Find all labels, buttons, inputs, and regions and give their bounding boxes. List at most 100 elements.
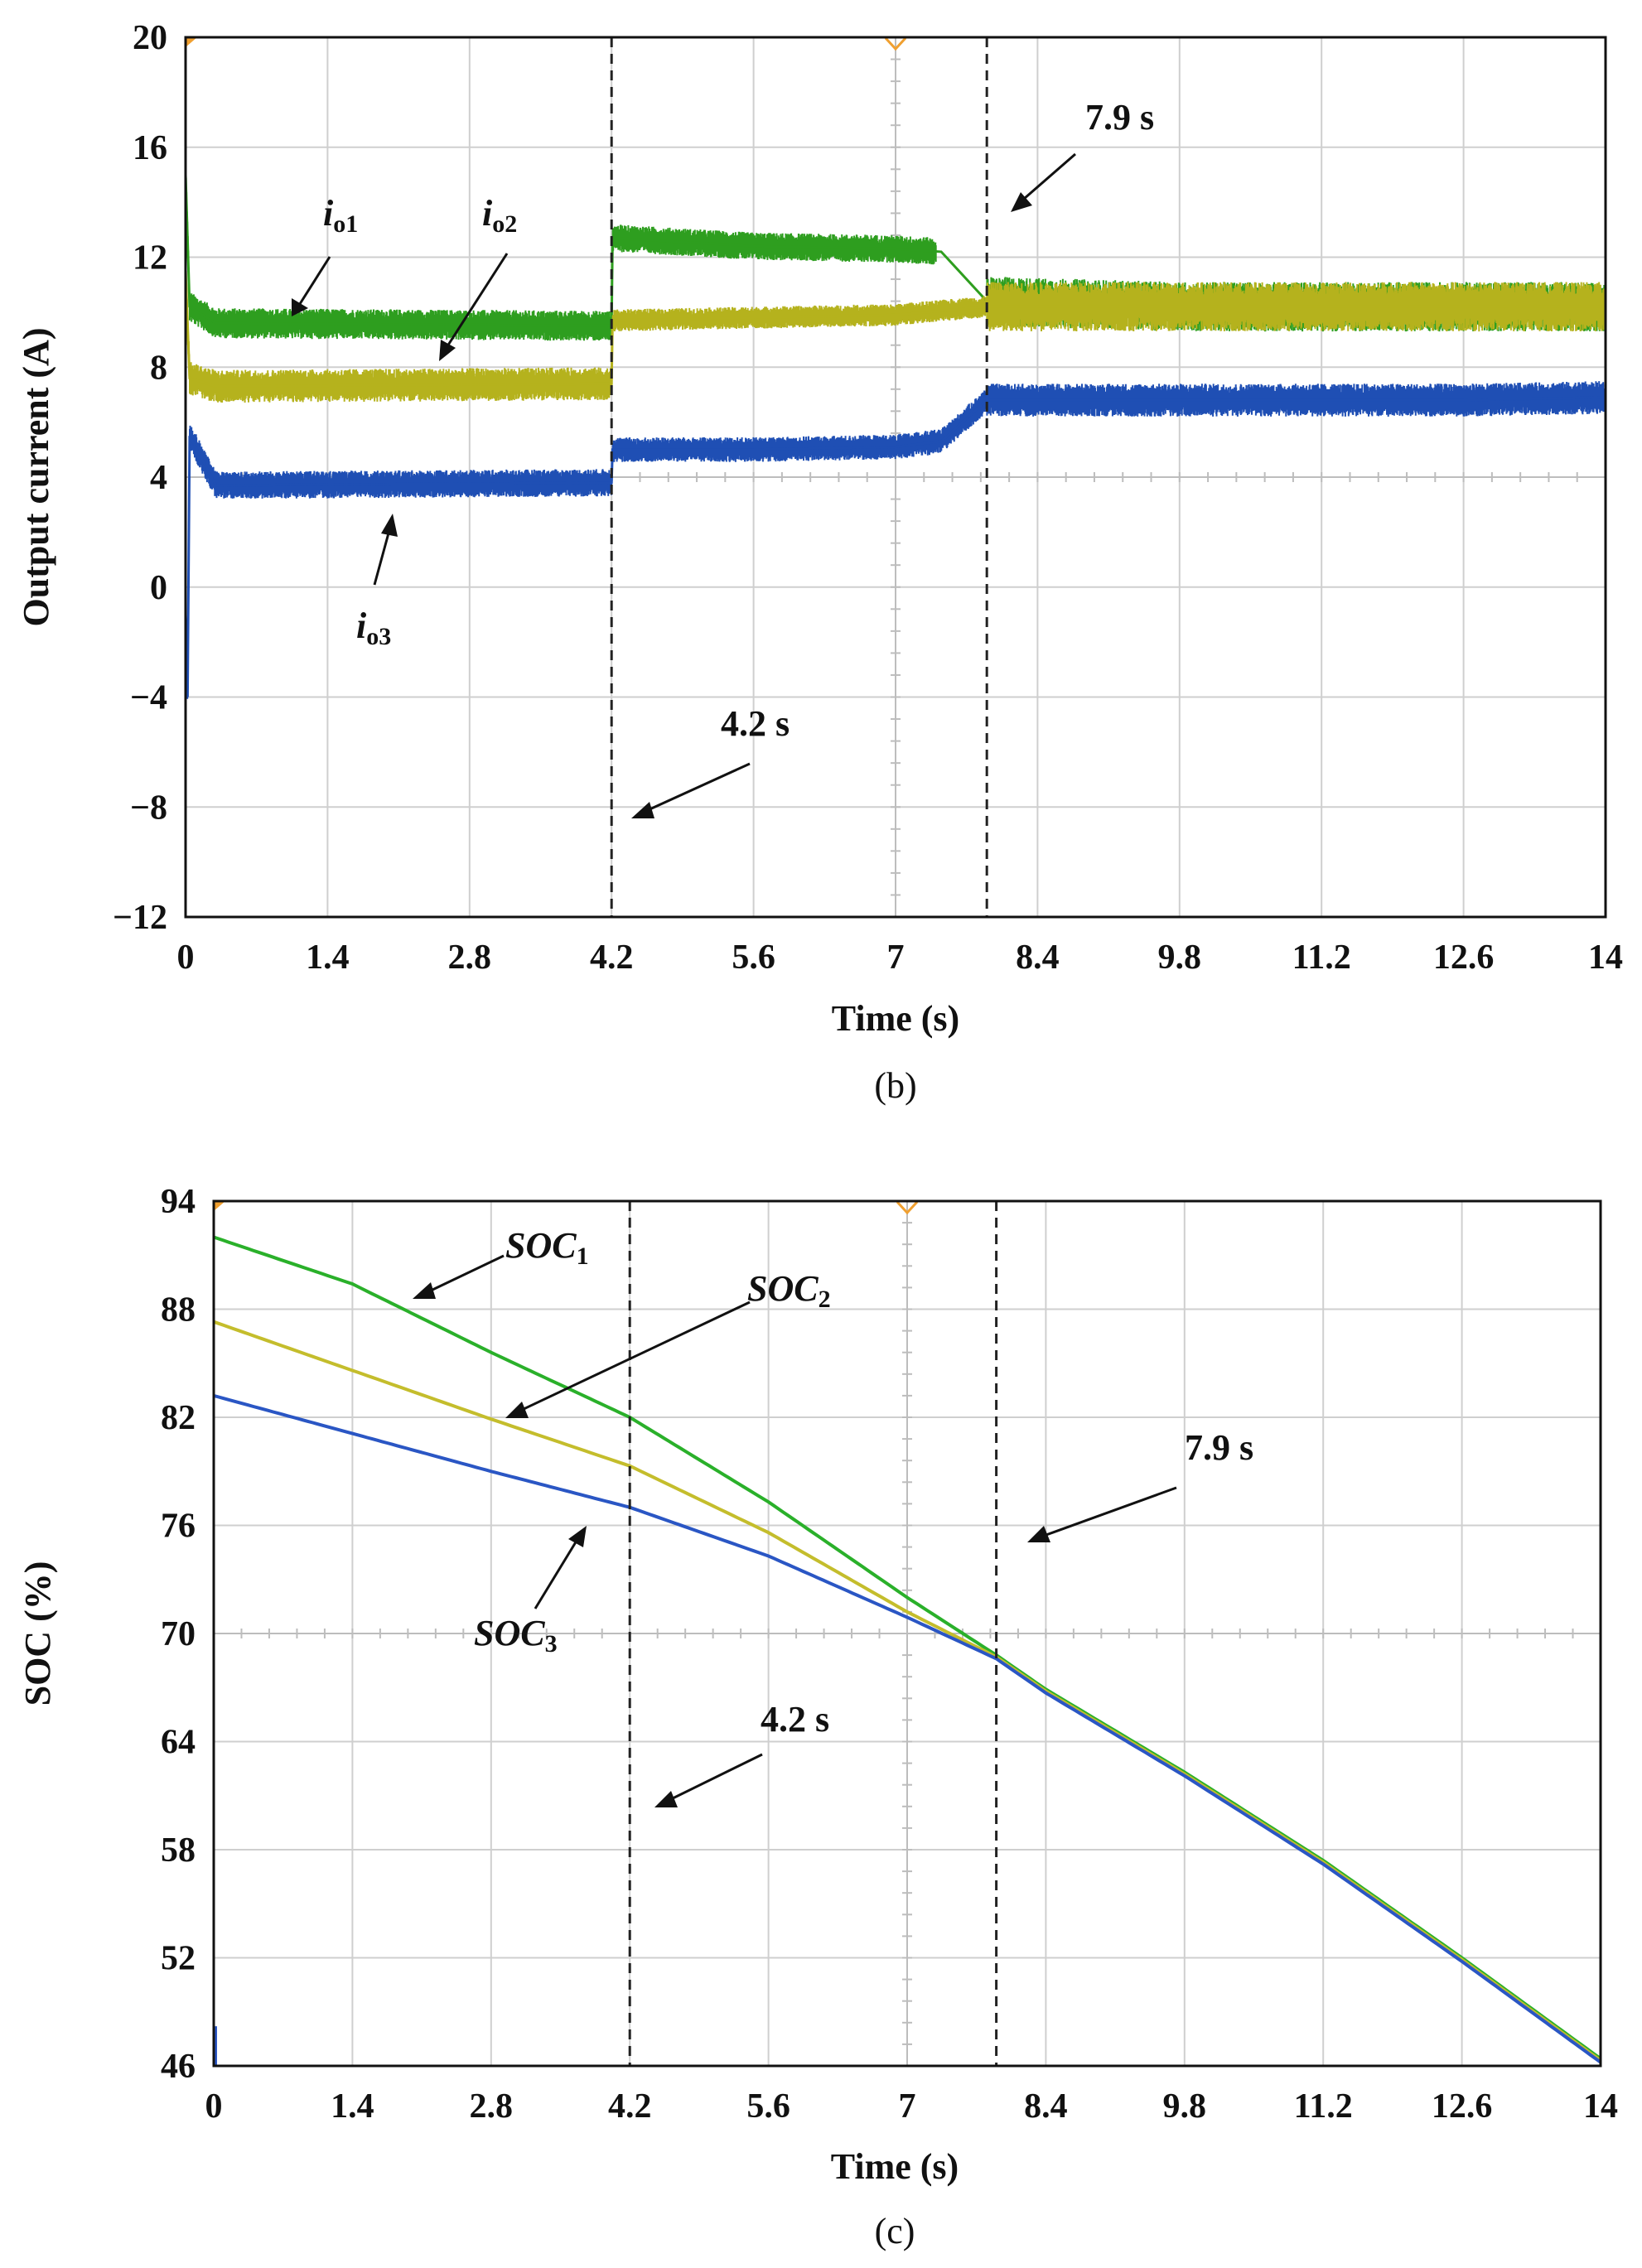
plot-frame xyxy=(212,1199,1602,2068)
annotation-7.9s: 7.9 s xyxy=(1011,97,1154,212)
label-4.2s: 4.2 s xyxy=(761,1699,829,1740)
arrowhead-4.2s xyxy=(654,1791,678,1807)
y-tick-label: 16 xyxy=(133,129,167,167)
io1-arrow xyxy=(297,256,331,307)
y-tick-label: 20 xyxy=(133,19,167,57)
grid xyxy=(213,1200,1601,2067)
io2-arrowhead xyxy=(439,340,456,361)
label-7.9s: 7.9 s xyxy=(1185,1427,1253,1468)
y-tick-label: 82 xyxy=(161,1399,196,1437)
arrowhead-7.9s xyxy=(1011,192,1032,212)
y-tick-label: 8 xyxy=(150,349,167,387)
y-tick-label: 76 xyxy=(161,1508,196,1546)
x-tick-label: 5.6 xyxy=(732,939,775,977)
io1-label: io1 xyxy=(323,193,358,238)
event-lines xyxy=(610,37,988,917)
x-tick-label: 9.8 xyxy=(1163,2087,1207,2126)
annotation-soc3: SOC3 xyxy=(474,1526,587,1658)
x-tick-label: 9.8 xyxy=(1158,939,1202,977)
series-group xyxy=(213,1235,1602,2066)
soc3-arrow xyxy=(534,1540,578,1609)
series-mean-io3 xyxy=(184,396,1606,697)
io2-arrow xyxy=(446,253,509,347)
soc-chart: 94 88 82 76 70 64 58 52 46 0 1.4 2.8 4.2 5.6 7 8.4 9.8 1… xyxy=(0,1151,1642,2268)
arrow-7.9s xyxy=(1023,152,1076,200)
y-tick-label: 58 xyxy=(161,1831,196,1870)
label-7.9s: 7.9 s xyxy=(1085,97,1154,138)
series-line-SOC3 xyxy=(213,1393,1602,2064)
y-tick-labels: 94 88 82 76 70 64 58 52 46 xyxy=(161,1183,196,2086)
arrowhead-4.2s xyxy=(631,802,654,818)
x-tick-label: 7 xyxy=(899,2087,916,2126)
annotation-io3: io3 xyxy=(356,514,398,650)
soc3-label: SOC3 xyxy=(474,1613,558,1658)
x-tick-label: 14 xyxy=(1588,939,1623,977)
series-SOC3 xyxy=(213,1393,1602,2064)
figure-b: 20 16 12 8 4 0 −4 −8 −12 0 1.4 2.8 4.2 5.6 7 8.4 9.8 11.… xyxy=(0,0,1642,1127)
figure-caption: (b) xyxy=(874,1065,916,1106)
x-tick-label: 14 xyxy=(1583,2087,1618,2126)
y-tick-label: 70 xyxy=(161,1615,196,1653)
annotation-io1: io1 xyxy=(292,193,358,316)
arrow-4.2s xyxy=(647,762,751,812)
soc1-arrow xyxy=(430,1254,505,1292)
x-tick-label: 4.2 xyxy=(590,939,634,977)
annotation-4.2s: 4.2 s xyxy=(631,703,790,818)
soc1-arrowhead xyxy=(413,1282,436,1299)
x-tick-label: 8.4 xyxy=(1024,2087,1068,2126)
arrow-4.2s xyxy=(670,1753,763,1801)
soc2-label: SOC2 xyxy=(747,1268,831,1313)
x-tick-labels: 0 1.4 2.8 4.2 5.6 7 8.4 9.8 11.2 12.6 14 xyxy=(205,2087,1619,2126)
x-tick-label: 1.4 xyxy=(331,2087,374,2126)
figure-caption: (c) xyxy=(875,2211,915,2251)
figure-c: 94 88 82 76 70 64 58 52 46 0 1.4 2.8 4.2 5.6 7 8.4 9.8 1… xyxy=(0,1151,1642,2268)
y-tick-label: 4 xyxy=(150,459,167,497)
x-tick-label: 11.2 xyxy=(1292,939,1351,977)
x-tick-label: 8.4 xyxy=(1016,939,1060,977)
series-io2 xyxy=(184,263,1606,403)
soc2-arrow xyxy=(521,1300,751,1411)
x-tick-label: 2.8 xyxy=(470,2087,514,2126)
x-tick-label: 5.6 xyxy=(746,2087,790,2126)
io3-label: io3 xyxy=(356,606,391,650)
series-group xyxy=(184,162,1606,699)
y-tick-label: 52 xyxy=(161,1940,196,1978)
y-tick-label: −12 xyxy=(113,899,167,937)
label-4.2s: 4.2 s xyxy=(721,703,790,744)
arrow-7.9s xyxy=(1043,1486,1177,1537)
x-tick-label: 12.6 xyxy=(1433,939,1495,977)
x-axis-title: Time (s) xyxy=(831,2146,959,2187)
y-tick-labels: 20 16 12 8 4 0 −4 −8 −12 xyxy=(113,19,167,937)
io3-arrow xyxy=(373,529,391,586)
y-tick-label: 12 xyxy=(133,239,167,277)
x-tick-label: 1.4 xyxy=(306,939,350,977)
y-axis-title: SOC (%) xyxy=(17,1561,58,1706)
y-tick-label: 94 xyxy=(161,1183,196,1221)
annotation-io2: io2 xyxy=(439,193,517,361)
io3-arrowhead xyxy=(381,514,398,537)
y-tick-label: −8 xyxy=(130,789,167,827)
soc1-label: SOC1 xyxy=(505,1225,589,1270)
x-tick-label: 11.2 xyxy=(1294,2087,1353,2126)
output-current-chart: 20 16 12 8 4 0 −4 −8 −12 0 1.4 2.8 4.2 5.6 7 8.4 9.8 11.… xyxy=(0,0,1642,1127)
x-tick-label: 2.8 xyxy=(448,939,492,977)
arrowhead-7.9s xyxy=(1027,1526,1050,1542)
trigger-marker-left xyxy=(214,1201,225,1211)
series-mean-io2 xyxy=(184,271,1606,388)
io2-label: io2 xyxy=(482,193,517,238)
x-tick-labels: 0 1.4 2.8 4.2 5.6 7 8.4 9.8 11.2 12.6 14 xyxy=(177,939,1624,977)
y-tick-label: 64 xyxy=(161,1724,196,1762)
annotation-soc1: SOC1 xyxy=(413,1225,589,1299)
io1-arrowhead xyxy=(292,298,308,316)
trigger-marker-left xyxy=(186,37,197,47)
x-axis-title: Time (s) xyxy=(832,998,959,1039)
annotation-soc2: SOC2 xyxy=(505,1268,831,1418)
plot-frame xyxy=(184,36,1607,919)
trigger-marker-center xyxy=(896,1200,919,1215)
x-tick-label: 0 xyxy=(205,2087,223,2126)
x-tick-label: 7 xyxy=(887,939,905,977)
y-tick-label: −4 xyxy=(130,679,167,717)
annotation-7.9s: 7.9 s xyxy=(1027,1427,1253,1542)
event-lines xyxy=(628,1201,998,2066)
y-axis-title: Output current (A) xyxy=(16,328,56,627)
